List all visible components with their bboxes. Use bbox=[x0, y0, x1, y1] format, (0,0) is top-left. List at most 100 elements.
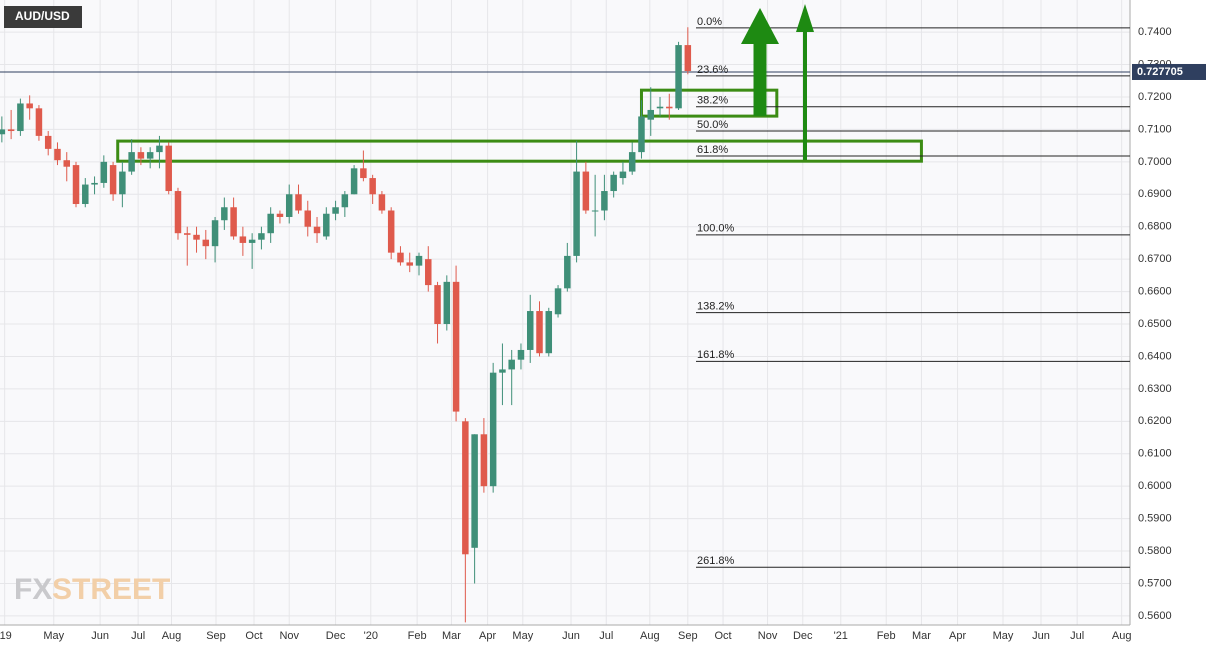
x-tick-label: Jul bbox=[599, 630, 613, 642]
x-tick-label: '19 bbox=[0, 630, 12, 642]
candle-body bbox=[109, 165, 117, 195]
x-tick-label: May bbox=[993, 630, 1014, 642]
candle-body bbox=[211, 220, 219, 247]
candle-body bbox=[295, 194, 302, 211]
y-tick-label: 0.6500 bbox=[1138, 318, 1172, 330]
candle-body bbox=[526, 311, 534, 350]
candle-body bbox=[156, 145, 163, 153]
fib-label: 38.2% bbox=[697, 95, 728, 107]
candle-body bbox=[119, 171, 126, 195]
x-tick-label: Jun bbox=[1032, 630, 1050, 642]
candle-body bbox=[72, 165, 80, 205]
x-tick-label: Dec bbox=[793, 630, 813, 642]
candle-body bbox=[443, 281, 451, 325]
candle-body bbox=[91, 182, 98, 185]
watermark-street: STREET bbox=[52, 573, 170, 606]
candle-body bbox=[100, 161, 108, 183]
candle-body bbox=[425, 259, 432, 286]
x-tick-label: Nov bbox=[758, 630, 778, 642]
candle-body bbox=[44, 135, 52, 149]
arrow-head bbox=[741, 8, 779, 44]
fib-label: 100.0% bbox=[697, 223, 735, 235]
y-tick-label: 0.5800 bbox=[1138, 545, 1172, 557]
candle-body bbox=[499, 369, 506, 373]
candle-body bbox=[564, 255, 571, 289]
y-tick-label: 0.5600 bbox=[1138, 610, 1172, 622]
candle-body bbox=[304, 210, 312, 227]
candle-body bbox=[7, 129, 15, 132]
candle-body bbox=[341, 194, 349, 208]
candle-body bbox=[184, 233, 191, 235]
x-tick-label: '21 bbox=[834, 630, 848, 642]
x-tick-label: Aug bbox=[162, 630, 182, 642]
candle-body bbox=[0, 129, 6, 135]
candle-body bbox=[54, 148, 61, 161]
x-tick-label: Mar bbox=[442, 630, 461, 642]
y-tick-label: 0.5700 bbox=[1138, 577, 1172, 589]
price-zone bbox=[116, 139, 923, 163]
candle-body bbox=[397, 252, 404, 263]
symbol-badge bbox=[4, 6, 82, 28]
candle-body bbox=[137, 152, 145, 159]
candle-body bbox=[258, 233, 265, 240]
candle-body bbox=[619, 171, 627, 179]
watermark-fx: FX bbox=[14, 573, 52, 606]
candle-body bbox=[582, 171, 590, 211]
candle-body bbox=[656, 106, 664, 109]
candle-body bbox=[489, 372, 497, 487]
y-tick-label: 0.6600 bbox=[1138, 285, 1172, 297]
plot: 0.0% 23.6% 38.2% 50.0% 61.8% 100.0% 138.2% 161.… bbox=[0, 0, 1131, 626]
arrow-head bbox=[796, 4, 814, 32]
x-tick-label: May bbox=[512, 630, 533, 642]
arrows bbox=[741, 4, 814, 160]
candle-body bbox=[360, 168, 367, 179]
x-tick-label: Sep bbox=[206, 630, 226, 642]
candle-body bbox=[591, 210, 599, 212]
candle-body bbox=[647, 109, 654, 120]
x-tick-label: Jun bbox=[562, 630, 580, 642]
candle-body bbox=[378, 194, 386, 211]
candle-body bbox=[369, 178, 376, 195]
candle-body bbox=[26, 103, 33, 109]
candle-body bbox=[545, 311, 553, 354]
candle-body bbox=[666, 106, 673, 109]
candle-body bbox=[508, 359, 515, 370]
fib-label: 50.0% bbox=[697, 119, 728, 131]
candle-body bbox=[146, 152, 154, 159]
fib-label: 61.8% bbox=[697, 144, 728, 156]
y-tick-label: 0.5900 bbox=[1138, 513, 1172, 525]
candle-body bbox=[434, 285, 441, 325]
y-tick-label: 0.6200 bbox=[1138, 415, 1172, 427]
y-tick-label: 0.7000 bbox=[1138, 156, 1172, 168]
candle-body bbox=[82, 184, 89, 205]
candle-body bbox=[480, 434, 488, 487]
x-tick-label: Jul bbox=[131, 630, 145, 642]
candle-body bbox=[267, 213, 274, 234]
candle-body bbox=[63, 160, 70, 167]
x-tick-label: Dec bbox=[326, 630, 346, 642]
y-tick-label: 0.7400 bbox=[1138, 26, 1172, 38]
candle-body bbox=[193, 234, 200, 240]
candle-body bbox=[387, 210, 395, 253]
candle-body bbox=[350, 168, 358, 195]
candle-body bbox=[239, 236, 247, 243]
candle-body bbox=[536, 311, 543, 354]
x-tick-label: Jun bbox=[91, 630, 109, 642]
candle-body bbox=[202, 239, 210, 247]
fib-label: 138.2% bbox=[697, 301, 735, 313]
x-tick-label: '20 bbox=[364, 630, 378, 642]
x-tick-label: Aug bbox=[1112, 630, 1132, 642]
y-tick-label: 0.6400 bbox=[1138, 350, 1172, 362]
candle-body bbox=[684, 45, 692, 72]
y-tick-label: 0.6300 bbox=[1138, 383, 1172, 395]
candle-body bbox=[462, 421, 469, 555]
watermark: FX STREET bbox=[14, 573, 170, 606]
candle-body bbox=[638, 116, 645, 153]
x-tick-label: Sep bbox=[678, 630, 698, 642]
candle-body bbox=[17, 103, 24, 132]
last-price-badge bbox=[1132, 63, 1206, 80]
fib-label: 261.8% bbox=[697, 555, 735, 567]
fib-label: 161.8% bbox=[697, 349, 735, 361]
candle-body bbox=[517, 349, 525, 360]
